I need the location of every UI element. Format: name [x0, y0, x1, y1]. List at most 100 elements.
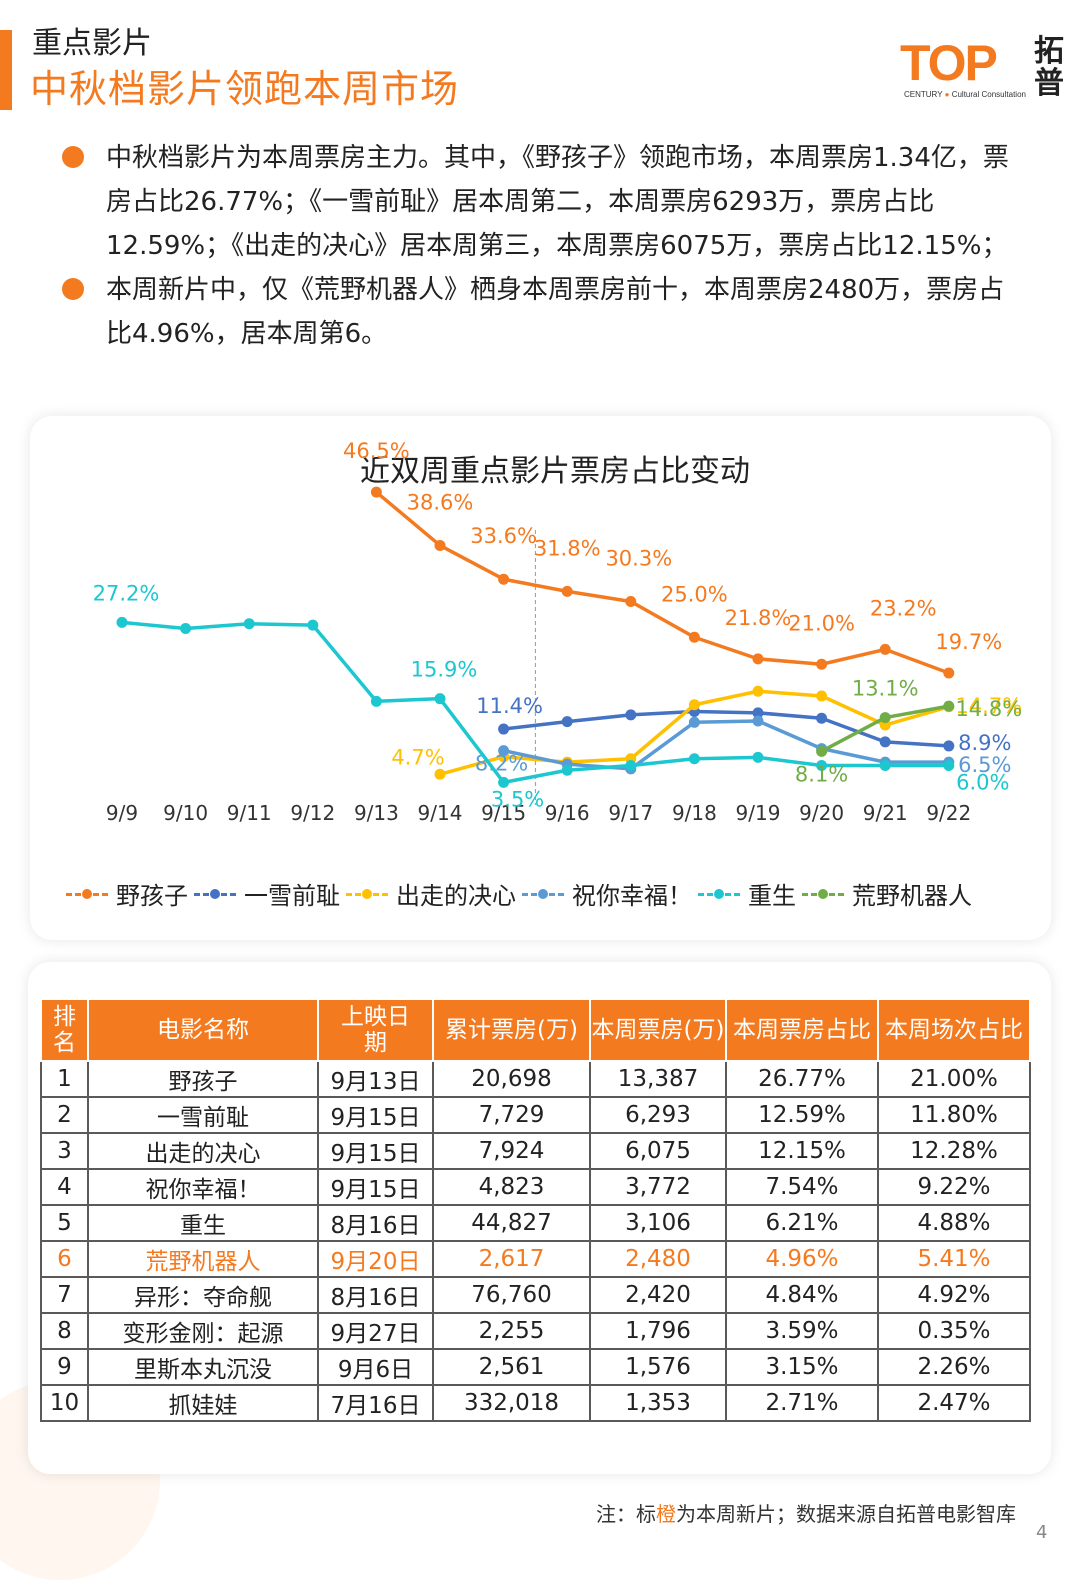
table-cell: 2.71%: [725, 1384, 879, 1422]
bullet-item: 中秋档影片为本周票房主力。其中，《野孩子》领跑市场，本周票房1.34亿，票房占比…: [60, 136, 1030, 268]
legend-label: 祝你幸福！: [572, 882, 692, 910]
legend-swatch: [802, 884, 844, 904]
table-cell: 21.00%: [877, 1060, 1031, 1098]
data-point: [752, 653, 764, 665]
data-point: [688, 631, 700, 643]
table-cell: 7月16日: [317, 1384, 434, 1422]
summary-bullets: 中秋档影片为本周票房主力。其中，《野孩子》领跑市场，本周票房1.34亿，票房占比…: [60, 136, 1030, 356]
table-cell: 9月13日: [317, 1060, 434, 1098]
logo-sub-left: CENTURY: [904, 90, 943, 99]
col-header-weekly: 本周票房(万): [589, 998, 727, 1062]
table-cell: 8: [40, 1312, 89, 1350]
table-cell: 8月16日: [317, 1276, 434, 1314]
table-cell: 3,106: [589, 1204, 727, 1242]
table-cell: 12.59%: [725, 1096, 879, 1134]
data-label: 14.7%: [955, 694, 1022, 718]
table-cell: 里斯本丸沉没: [87, 1348, 319, 1386]
table-header-row: 排名 电影名称 上映日期 累计票房(万) 本周票房(万) 本周票房占比 本周场次…: [40, 998, 1031, 1062]
table-cell: 野孩子: [87, 1060, 319, 1098]
col-header-rank: 排名: [40, 998, 89, 1062]
data-point: [498, 745, 510, 757]
table-cell: 9月15日: [317, 1168, 434, 1206]
table-cell: 1: [40, 1060, 89, 1098]
table-cell: 9月6日: [317, 1348, 434, 1386]
data-point: [688, 699, 700, 711]
x-tick-label: 9/16: [545, 801, 590, 825]
table-cell: 2,561: [432, 1348, 591, 1386]
table-cell: 2: [40, 1096, 89, 1134]
table-cell: 9月15日: [317, 1132, 434, 1170]
x-tick-label: 9/13: [354, 801, 399, 825]
table-cell: 4: [40, 1168, 89, 1206]
bullet-dot-icon: [62, 278, 84, 300]
x-tick-label: 9/12: [290, 801, 335, 825]
data-label: 19.7%: [935, 630, 1002, 654]
table-cell: 7,924: [432, 1132, 591, 1170]
legend-label: 重生: [748, 882, 796, 910]
data-label: 31.8%: [534, 536, 601, 560]
footnote-highlight: 橙: [656, 1502, 676, 1526]
section-label: 重点影片: [32, 26, 152, 61]
table-cell: 6,293: [589, 1096, 727, 1134]
table-cell: 9月20日: [317, 1240, 434, 1278]
table-cell: 1,353: [589, 1384, 727, 1422]
data-point: [370, 486, 382, 498]
data-point: [816, 658, 828, 670]
data-point: [434, 693, 446, 705]
data-point: [561, 764, 573, 776]
col-header-total: 累计票房(万): [432, 998, 591, 1062]
col-header-title: 电影名称: [87, 998, 319, 1062]
data-label: 14.8%: [955, 697, 1022, 721]
table-cell: 4.88%: [877, 1204, 1031, 1242]
logo-sub-right: Cultural Consultation: [951, 90, 1026, 99]
series-line: [503, 719, 949, 771]
data-label: 25.0%: [661, 582, 728, 606]
table-cell: 7,729: [432, 1096, 591, 1134]
data-label: 11.4%: [476, 694, 543, 718]
table-cell: 3.59%: [725, 1312, 879, 1350]
data-label: 8.9%: [958, 731, 1011, 755]
bullet-text: 中秋档影片为本周票房主力。其中，《野孩子》领跑市场，本周票房1.34亿，票房占比…: [106, 143, 1009, 261]
page-number: 4: [1036, 1522, 1048, 1543]
data-label: 46.5%: [343, 439, 410, 463]
bullet-text: 本周新片中，仅《荒野机器人》栖身本周票房前十，本周票房2480万，票房占比4.9…: [106, 275, 1005, 349]
table-row: 7 异形：夺命舰 8月16日 76,760 2,420 4.84% 4.92%: [40, 1276, 1031, 1314]
legend-swatch: [194, 884, 236, 904]
x-tick-label: 9/9: [106, 801, 138, 825]
table-cell: 332,018: [432, 1384, 591, 1422]
table-cell: 2.26%: [877, 1348, 1031, 1386]
data-point: [243, 618, 255, 630]
col-header-share: 本周票房占比: [725, 998, 879, 1062]
x-tick-label: 9/17: [608, 801, 653, 825]
data-point: [434, 539, 446, 551]
data-label: 33.6%: [470, 524, 537, 548]
data-point: [879, 643, 891, 655]
data-point: [561, 585, 573, 597]
data-point: [879, 712, 891, 724]
legend-swatch: [698, 884, 740, 904]
data-point: [625, 595, 637, 607]
table-cell: 76,760: [432, 1276, 591, 1314]
table-cell: 44,827: [432, 1204, 591, 1242]
data-label: 23.2%: [870, 596, 937, 620]
table-row: 6 荒野机器人 9月20日 2,617 2,480 4.96% 5.41%: [40, 1240, 1031, 1278]
data-label: 4.7%: [391, 745, 444, 769]
table-cell: 6.21%: [725, 1204, 879, 1242]
table-cell: 1,796: [589, 1312, 727, 1350]
table-cell: 1,576: [589, 1348, 727, 1386]
data-point: [370, 695, 382, 707]
table-row: 2 一雪前耻 9月15日 7,729 6,293 12.59% 11.80%: [40, 1096, 1031, 1134]
line-chart: 9/9 9/10 9/11 9/12 9/13 9/14 9/15 9/16 9/17 9/18 9…: [93, 439, 1023, 825]
x-tick-label: 9/21: [863, 801, 908, 825]
table-cell: 0.35%: [877, 1312, 1031, 1350]
table-cell: 3: [40, 1132, 89, 1170]
table-cell: 5: [40, 1204, 89, 1242]
data-point: [816, 760, 828, 771]
data-point: [180, 622, 192, 634]
table-cell: 26.77%: [725, 1060, 879, 1098]
table-row: 4 祝你幸福！ 9月15日 4,823 3,772 7.54% 9.22%: [40, 1168, 1031, 1206]
data-label: 15.9%: [411, 658, 478, 682]
x-tick-label: 9/20: [799, 801, 844, 825]
table-row: 5 重生 8月16日 44,827 3,106 6.21% 4.88%: [40, 1204, 1031, 1242]
table-cell: 重生: [87, 1204, 319, 1242]
